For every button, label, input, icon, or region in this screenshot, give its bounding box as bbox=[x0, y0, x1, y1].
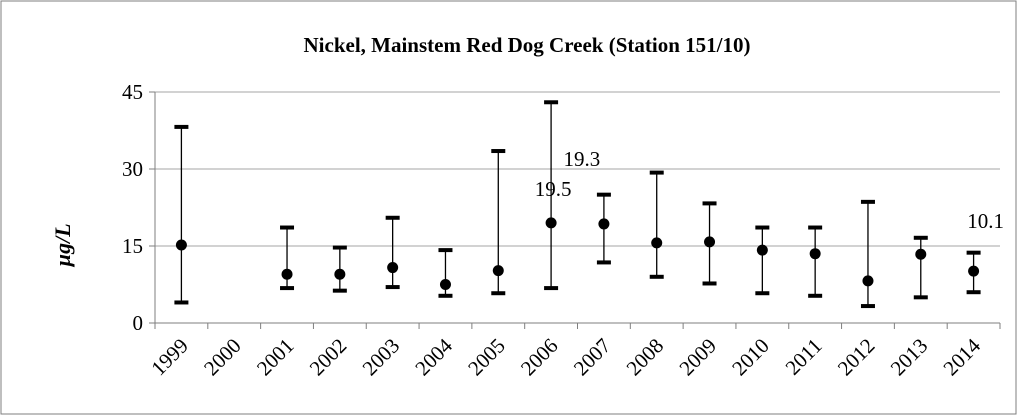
data-point-2002 bbox=[334, 268, 346, 280]
data-point-2011 bbox=[809, 248, 821, 260]
data-point-2013 bbox=[915, 248, 927, 260]
data-point-2003 bbox=[387, 262, 399, 274]
data-point-1999 bbox=[175, 239, 187, 251]
chart-title: Nickel, Mainstem Red Dog Creek (Station … bbox=[304, 33, 751, 57]
data-point-2012 bbox=[862, 275, 874, 287]
data-label-2014: 10.1 bbox=[967, 209, 1004, 233]
data-point-2001 bbox=[281, 268, 293, 280]
data-point-2007 bbox=[598, 218, 610, 230]
data-point-2010 bbox=[756, 244, 768, 256]
data-point-2014 bbox=[968, 265, 980, 277]
y-tick-label-30: 30 bbox=[122, 157, 143, 181]
data-labels: 19.5 19.3 10.1 bbox=[535, 147, 1004, 233]
data-point-2005 bbox=[492, 265, 504, 277]
y-tick-label-0: 0 bbox=[133, 311, 144, 335]
y-tick-labels: 0 15 30 45 bbox=[122, 80, 143, 335]
y-axis-label: µg/L bbox=[50, 223, 75, 267]
data-point-2008 bbox=[651, 237, 663, 249]
data-label-2006: 19.5 bbox=[535, 177, 572, 201]
y-tick-label-45: 45 bbox=[122, 80, 143, 104]
data-point-2006 bbox=[545, 217, 557, 229]
data-label-2007: 19.3 bbox=[564, 147, 601, 171]
axes bbox=[149, 91, 1001, 329]
data-point-2009 bbox=[704, 236, 716, 248]
data-series bbox=[174, 100, 981, 309]
y-tick-label-15: 15 bbox=[122, 234, 143, 258]
data-point-2004 bbox=[439, 279, 451, 290]
gridlines bbox=[155, 91, 1000, 247]
